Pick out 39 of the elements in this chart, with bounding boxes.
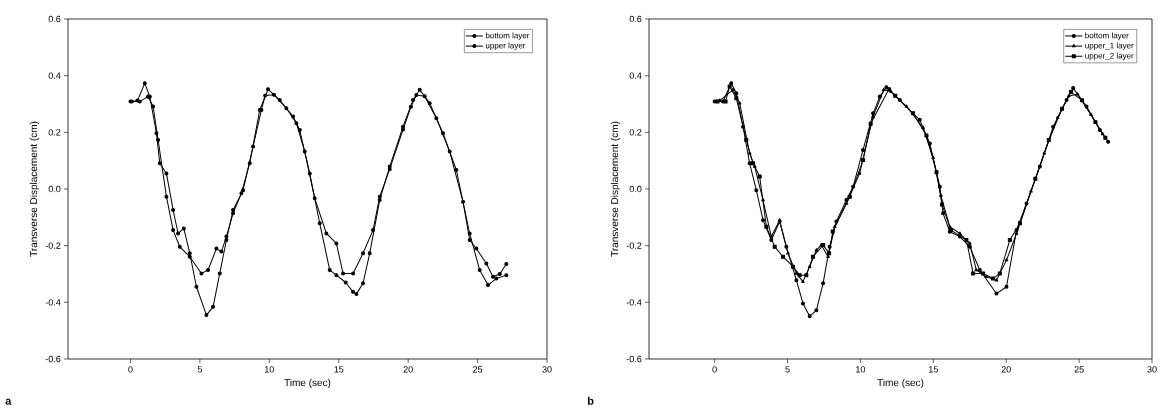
x-tick-label: 0	[128, 366, 133, 373]
legend-label: upper_2 layer	[1085, 52, 1134, 61]
x-axis-title: Time (sec)	[877, 378, 924, 389]
y-tick-label: 0.6	[629, 15, 642, 23]
y-tick-label: 0.2	[48, 129, 61, 136]
text: a	[5, 398, 12, 405]
x-tick-label: 5	[785, 366, 790, 373]
y-tick-label: 0.2	[629, 129, 642, 136]
y-tick-label: 0.6	[48, 15, 61, 23]
x-tick-label: 20	[403, 366, 413, 373]
x-tick-label: 0	[712, 366, 717, 373]
x-tick-label: 30	[542, 366, 552, 373]
x-tick-label: 10	[265, 366, 274, 373]
x-axis-title: Time (sec)	[284, 378, 331, 389]
x-tick-label: 25	[1074, 366, 1084, 373]
y-tick-label: 0.0	[629, 185, 642, 193]
y-tick-label: -0.4	[45, 299, 61, 306]
y-tick-label: -0.2	[626, 242, 642, 249]
x-tick-label: 20	[1001, 366, 1011, 373]
y-tick-label: 0.4	[48, 72, 61, 79]
legend-label: bottom layer	[485, 32, 530, 40]
y-tick-label: -0.6	[45, 355, 61, 363]
legend-label: bottom layer	[1085, 32, 1129, 40]
legend-label: upper_1 layer	[1085, 42, 1134, 50]
x-tick-label: 5	[197, 366, 203, 373]
text: b	[587, 396, 594, 405]
y-tick-label: -0.6	[626, 355, 642, 363]
y-tick-label: -0.4	[626, 299, 642, 306]
y-tick-label: 0.4	[629, 72, 642, 79]
x-tick-label: 25	[473, 366, 483, 373]
x-tick-label: 30	[1147, 366, 1157, 373]
x-tick-label: 10	[856, 366, 866, 373]
legend-label: upper layer	[485, 42, 526, 50]
x-tick-label: 15	[929, 366, 938, 373]
y-axis-title: Transverse Displacement (cm)	[29, 121, 40, 257]
y-axis-title: Transverse Displacement (cm)	[610, 121, 621, 257]
y-tick-label: -0.2	[45, 242, 61, 249]
x-tick-label: 15	[334, 366, 344, 373]
y-tick-label: 0.0	[48, 185, 61, 193]
